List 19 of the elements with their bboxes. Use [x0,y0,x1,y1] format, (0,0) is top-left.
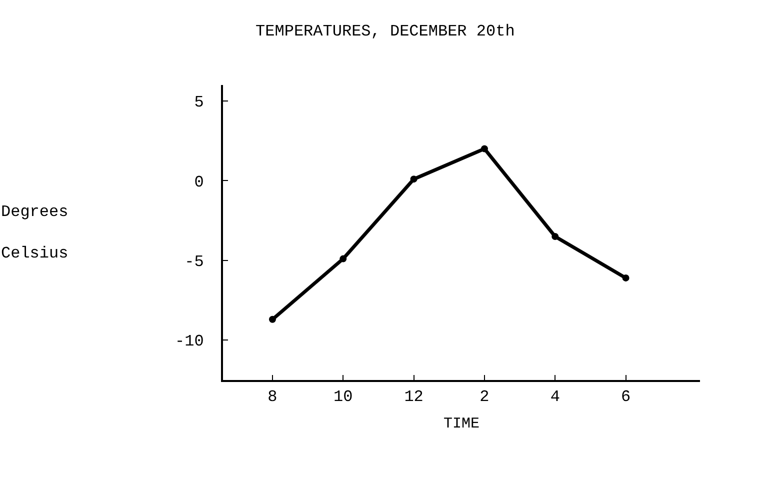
point [268,316,276,323]
point [480,145,488,152]
point [410,176,418,183]
x-tick-label: 10 [334,388,353,406]
y-tick-label: -10 [174,332,204,351]
point [552,232,559,240]
x-tick-label: 6 [620,388,631,406]
x-tick-label: 12 [404,388,424,406]
x-tick-label: 4 [550,388,560,406]
y-tick-label: -5 [184,253,204,272]
chart-title: TEMPERATURES, DECEMBER 20th [256,22,515,40]
point [340,255,347,262]
x-tick-label: 2 [480,388,490,406]
y-tick-label: 0 [194,173,204,192]
y-tick-label: 5 [194,94,204,112]
point [622,274,630,282]
text: Degrees Celsius [1,203,68,263]
x-axis-title: TIME [443,416,480,433]
x-tick-label: 8 [268,388,278,406]
